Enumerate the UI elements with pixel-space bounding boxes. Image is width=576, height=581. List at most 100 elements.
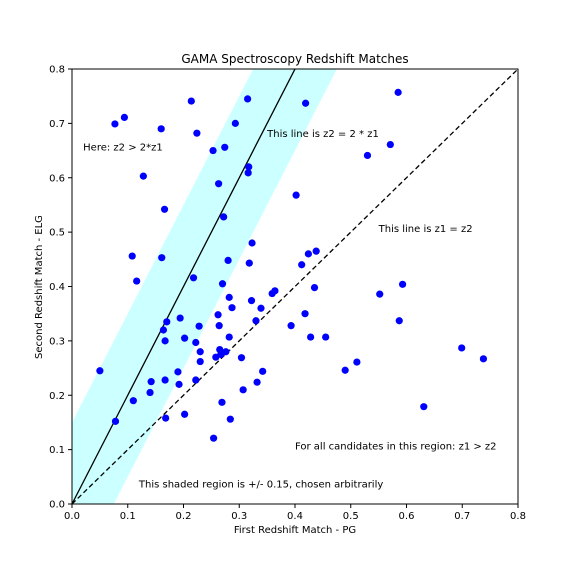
data-point bbox=[398, 280, 407, 288]
y-tick-label: 0.6 bbox=[49, 173, 65, 184]
data-point bbox=[181, 334, 189, 342]
data-point bbox=[158, 254, 166, 262]
data-point bbox=[376, 290, 384, 298]
annotations: Here: z2 > 2*z1 This line is z2 = 2 * z1 T… bbox=[83, 129, 496, 491]
data-point bbox=[225, 333, 233, 341]
data-point bbox=[160, 205, 169, 213]
annotation-text: Here: z2 > 2*z1 bbox=[83, 143, 163, 154]
plot-area bbox=[72, 69, 518, 504]
data-point bbox=[221, 143, 229, 151]
data-point bbox=[196, 357, 204, 366]
data-point bbox=[322, 333, 330, 341]
data-point bbox=[341, 366, 349, 374]
data-point bbox=[209, 146, 217, 155]
data-point bbox=[395, 317, 403, 325]
data-point bbox=[253, 378, 261, 386]
data-point bbox=[386, 140, 394, 149]
y-tick-label: 0.1 bbox=[49, 445, 65, 456]
data-point bbox=[111, 120, 119, 128]
data-point bbox=[163, 318, 171, 326]
data-point bbox=[271, 287, 279, 295]
data-point bbox=[175, 380, 183, 388]
data-point bbox=[162, 414, 170, 422]
data-point bbox=[244, 95, 252, 103]
x-tick-label: 0.5 bbox=[343, 511, 359, 522]
data-point bbox=[298, 261, 306, 269]
data-point bbox=[244, 169, 252, 177]
data-point bbox=[353, 358, 361, 366]
y-axis: 0.0 0.1 0.2 0.3 0.4 0.5 0.6 0.7 0.8 bbox=[49, 65, 72, 511]
data-point bbox=[225, 293, 233, 301]
data-point bbox=[111, 417, 120, 425]
data-point bbox=[181, 410, 189, 418]
data-point bbox=[245, 259, 253, 267]
y-tick-label: 0.4 bbox=[49, 282, 65, 293]
data-point bbox=[192, 376, 200, 384]
data-point bbox=[257, 304, 265, 312]
data-point bbox=[192, 338, 200, 347]
x-axis: 0.0 0.1 0.2 0.3 0.4 0.5 0.6 0.7 0.8 bbox=[64, 504, 526, 522]
reference-line-1 bbox=[72, 69, 296, 504]
y-tick-label: 0.7 bbox=[49, 119, 65, 130]
annotation-text: This line is z1 = z2 bbox=[378, 224, 473, 235]
data-point bbox=[133, 277, 141, 285]
data-point bbox=[215, 322, 223, 330]
data-point bbox=[228, 304, 236, 312]
annotation-text: This line is z2 = 2 * z1 bbox=[266, 129, 379, 140]
x-tick-label: 0.7 bbox=[454, 511, 470, 522]
data-point bbox=[239, 386, 247, 394]
data-point bbox=[187, 97, 195, 105]
chart-title: GAMA Spectroscopy Redshift Matches bbox=[181, 52, 408, 66]
shaded-band bbox=[72, 69, 337, 504]
y-tick-label: 0.0 bbox=[49, 500, 65, 511]
data-point bbox=[301, 99, 310, 107]
x-tick-label: 0.2 bbox=[176, 511, 192, 522]
data-point bbox=[224, 256, 232, 264]
data-point bbox=[193, 129, 201, 137]
x-tick-label: 0.8 bbox=[510, 511, 526, 522]
data-point bbox=[252, 317, 260, 325]
data-point bbox=[196, 348, 204, 356]
data-point bbox=[312, 247, 320, 255]
data-point bbox=[310, 283, 319, 292]
data-point bbox=[157, 125, 165, 133]
data-point bbox=[129, 397, 137, 405]
data-point bbox=[247, 297, 256, 305]
x-tick-label: 0.3 bbox=[231, 511, 247, 522]
data-point bbox=[139, 172, 147, 180]
data-point bbox=[159, 326, 168, 334]
data-point bbox=[214, 311, 222, 319]
y-tick-label: 0.5 bbox=[49, 228, 65, 239]
data-point bbox=[218, 398, 226, 406]
data-point bbox=[146, 388, 154, 397]
data-point bbox=[174, 368, 182, 376]
data-point bbox=[96, 367, 104, 375]
data-point bbox=[301, 310, 309, 318]
y-tick-label: 0.8 bbox=[49, 65, 65, 76]
data-point bbox=[304, 250, 312, 258]
x-tick-label: 0.6 bbox=[399, 511, 415, 522]
data-point bbox=[287, 322, 295, 330]
data-point bbox=[226, 415, 234, 423]
data-point bbox=[147, 378, 155, 386]
y-tick-label: 0.2 bbox=[49, 391, 65, 402]
data-point bbox=[231, 119, 239, 127]
data-point bbox=[458, 344, 466, 352]
data-point bbox=[292, 191, 300, 199]
data-point bbox=[218, 280, 227, 288]
x-tick-label: 0.4 bbox=[287, 511, 303, 522]
data-point bbox=[222, 348, 230, 356]
data-point bbox=[259, 367, 267, 375]
data-point bbox=[161, 376, 169, 384]
data-point bbox=[394, 88, 402, 96]
x-tick-label: 0.0 bbox=[64, 511, 80, 522]
y-axis-label: Second Redshift Match - ELG bbox=[34, 215, 45, 359]
data-point bbox=[363, 151, 372, 160]
data-point bbox=[248, 239, 256, 247]
data-point bbox=[215, 180, 223, 188]
data-point bbox=[307, 333, 315, 341]
data-point bbox=[128, 252, 136, 260]
data-point bbox=[210, 434, 218, 442]
